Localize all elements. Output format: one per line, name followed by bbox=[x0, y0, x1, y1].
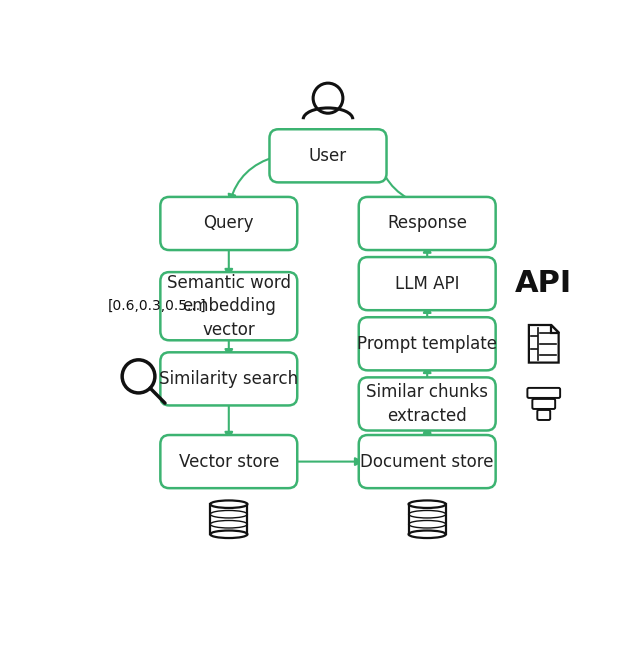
FancyBboxPatch shape bbox=[359, 317, 495, 370]
FancyBboxPatch shape bbox=[161, 197, 297, 250]
Text: API: API bbox=[515, 269, 572, 298]
Text: Response: Response bbox=[387, 214, 467, 232]
Text: Prompt template: Prompt template bbox=[357, 335, 497, 353]
Text: Similar chunks
extracted: Similar chunks extracted bbox=[366, 383, 488, 424]
Text: Vector store: Vector store bbox=[179, 452, 279, 471]
Text: User: User bbox=[309, 147, 347, 165]
Text: Similarity search: Similarity search bbox=[159, 370, 298, 388]
FancyBboxPatch shape bbox=[527, 388, 560, 398]
FancyBboxPatch shape bbox=[161, 352, 297, 406]
Polygon shape bbox=[529, 325, 559, 363]
FancyBboxPatch shape bbox=[532, 399, 555, 409]
Ellipse shape bbox=[408, 501, 446, 508]
FancyBboxPatch shape bbox=[359, 197, 495, 250]
FancyBboxPatch shape bbox=[538, 410, 550, 420]
FancyBboxPatch shape bbox=[161, 435, 297, 488]
FancyBboxPatch shape bbox=[359, 435, 495, 488]
Text: Query: Query bbox=[204, 214, 254, 232]
FancyBboxPatch shape bbox=[161, 272, 297, 340]
Ellipse shape bbox=[210, 501, 248, 508]
Text: [0.6,0.3,0.5...]: [0.6,0.3,0.5...] bbox=[108, 299, 206, 313]
Text: Semantic word
embedding
vector: Semantic word embedding vector bbox=[167, 273, 291, 339]
FancyBboxPatch shape bbox=[269, 130, 387, 182]
Text: LLM API: LLM API bbox=[395, 275, 460, 293]
FancyBboxPatch shape bbox=[359, 257, 495, 311]
Polygon shape bbox=[551, 325, 559, 333]
Text: Document store: Document store bbox=[360, 452, 494, 471]
FancyBboxPatch shape bbox=[359, 378, 495, 430]
